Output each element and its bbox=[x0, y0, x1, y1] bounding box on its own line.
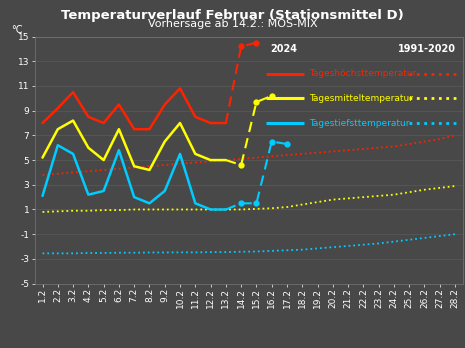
Text: Tagesmitteltemperatur: Tagesmitteltemperatur bbox=[309, 94, 412, 103]
Text: Tagestiefsttemperatur: Tagestiefsttemperatur bbox=[309, 119, 409, 127]
Text: Temperaturverlauf Februar (Stationsmittel D): Temperaturverlauf Februar (Stationsmitte… bbox=[61, 9, 404, 22]
Text: Tageshöchsttemperatur: Tageshöchsttemperatur bbox=[309, 69, 416, 78]
Text: 1991-2020: 1991-2020 bbox=[398, 44, 456, 54]
Text: Vorhersage ab 14.2.: MOS-MIX: Vorhersage ab 14.2.: MOS-MIX bbox=[148, 19, 317, 29]
Text: °C: °C bbox=[11, 25, 23, 35]
Text: 2024: 2024 bbox=[270, 44, 297, 54]
